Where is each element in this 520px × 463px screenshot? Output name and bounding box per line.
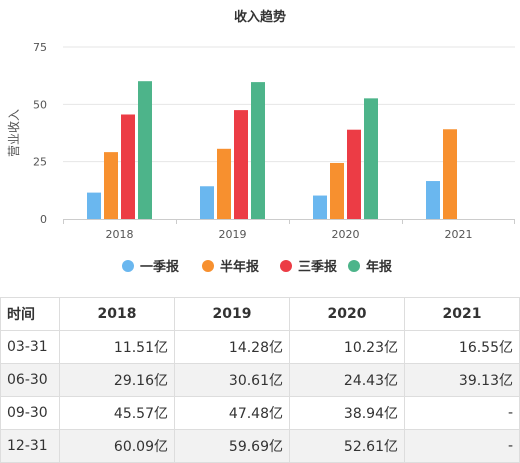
bar xyxy=(251,82,265,219)
table-row: 09-30 45.57亿 47.48亿 38.94亿 - xyxy=(0,396,520,430)
chart-title: 收入趋势 xyxy=(234,9,286,25)
x-tick-label: 2019 xyxy=(219,228,247,241)
table-cell: 45.57亿 xyxy=(59,396,175,430)
x-tick-label: 2021 xyxy=(445,228,473,241)
legend-label: 年报 xyxy=(366,259,393,275)
bar xyxy=(443,129,457,219)
legend-label: 半年报 xyxy=(220,259,260,275)
table-cell: 59.69亿 xyxy=(174,429,290,463)
revenue-chart: 收入趋势营业收入 0 25 50 75 2018 2019 2020 2021 一季报 半年报 三季报… xyxy=(7,9,515,275)
y-axis-label: 营业收入 xyxy=(7,109,21,157)
table-cell: 14.28亿 xyxy=(174,330,290,364)
legend-label: 一季报 xyxy=(140,259,180,275)
bar xyxy=(87,192,101,219)
bar xyxy=(138,81,152,219)
bar xyxy=(313,195,327,219)
y-tick-label: 25 xyxy=(33,156,47,169)
table-cell: 47.48亿 xyxy=(174,396,290,430)
table-header-cell: 2021 xyxy=(404,297,520,331)
table-cell: 12-31 xyxy=(0,429,60,463)
y-tick-label: 75 xyxy=(33,41,47,54)
legend-marker xyxy=(280,260,292,272)
bar xyxy=(217,148,231,219)
table-cell: 52.61亿 xyxy=(289,429,405,463)
table-header-cell: 2018 xyxy=(59,297,175,331)
table-cell: 06-30 xyxy=(0,363,60,397)
legend-marker xyxy=(122,260,134,272)
bar xyxy=(104,152,118,219)
table-cell: - xyxy=(404,429,520,463)
y-tick-label: 0 xyxy=(40,213,47,226)
table-header-row: 时间 2018 2019 2020 2021 xyxy=(0,297,520,331)
legend-marker xyxy=(348,260,360,272)
bar xyxy=(200,186,214,219)
table-cell: 24.43亿 xyxy=(289,363,405,397)
table-cell: - xyxy=(404,396,520,430)
table-header-cell: 2020 xyxy=(289,297,405,331)
table-header-cell: 2019 xyxy=(174,297,290,331)
table-cell: 03-31 xyxy=(0,330,60,364)
x-tick-label: 2020 xyxy=(332,228,360,241)
y-tick-label: 50 xyxy=(33,98,47,111)
table-cell: 29.16亿 xyxy=(59,363,175,397)
x-tick-label: 2018 xyxy=(106,228,134,241)
legend-label: 三季报 xyxy=(298,259,338,275)
bar xyxy=(364,98,378,219)
table-cell: 39.13亿 xyxy=(404,363,520,397)
table-row: 12-31 60.09亿 59.69亿 52.61亿 - xyxy=(0,429,520,463)
table-header-cell: 时间 xyxy=(0,297,60,331)
bar xyxy=(330,162,344,219)
table-cell: 11.51亿 xyxy=(59,330,175,364)
table-cell: 30.61亿 xyxy=(174,363,290,397)
bar xyxy=(121,114,135,219)
table-cell: 38.94亿 xyxy=(289,396,405,430)
bar xyxy=(426,181,440,219)
bar xyxy=(347,129,361,219)
table-row: 03-31 11.51亿 14.28亿 10.23亿 16.55亿 xyxy=(0,330,520,364)
table-cell: 60.09亿 xyxy=(59,429,175,463)
table-cell: 09-30 xyxy=(0,396,60,430)
bar xyxy=(234,110,248,219)
revenue-table: 时间 2018 2019 2020 2021 03-31 11.51亿 14.2… xyxy=(0,297,520,463)
table-cell: 10.23亿 xyxy=(289,330,405,364)
table-cell: 16.55亿 xyxy=(404,330,520,364)
table-row: 06-30 29.16亿 30.61亿 24.43亿 39.13亿 xyxy=(0,363,520,397)
legend-marker xyxy=(202,260,214,272)
